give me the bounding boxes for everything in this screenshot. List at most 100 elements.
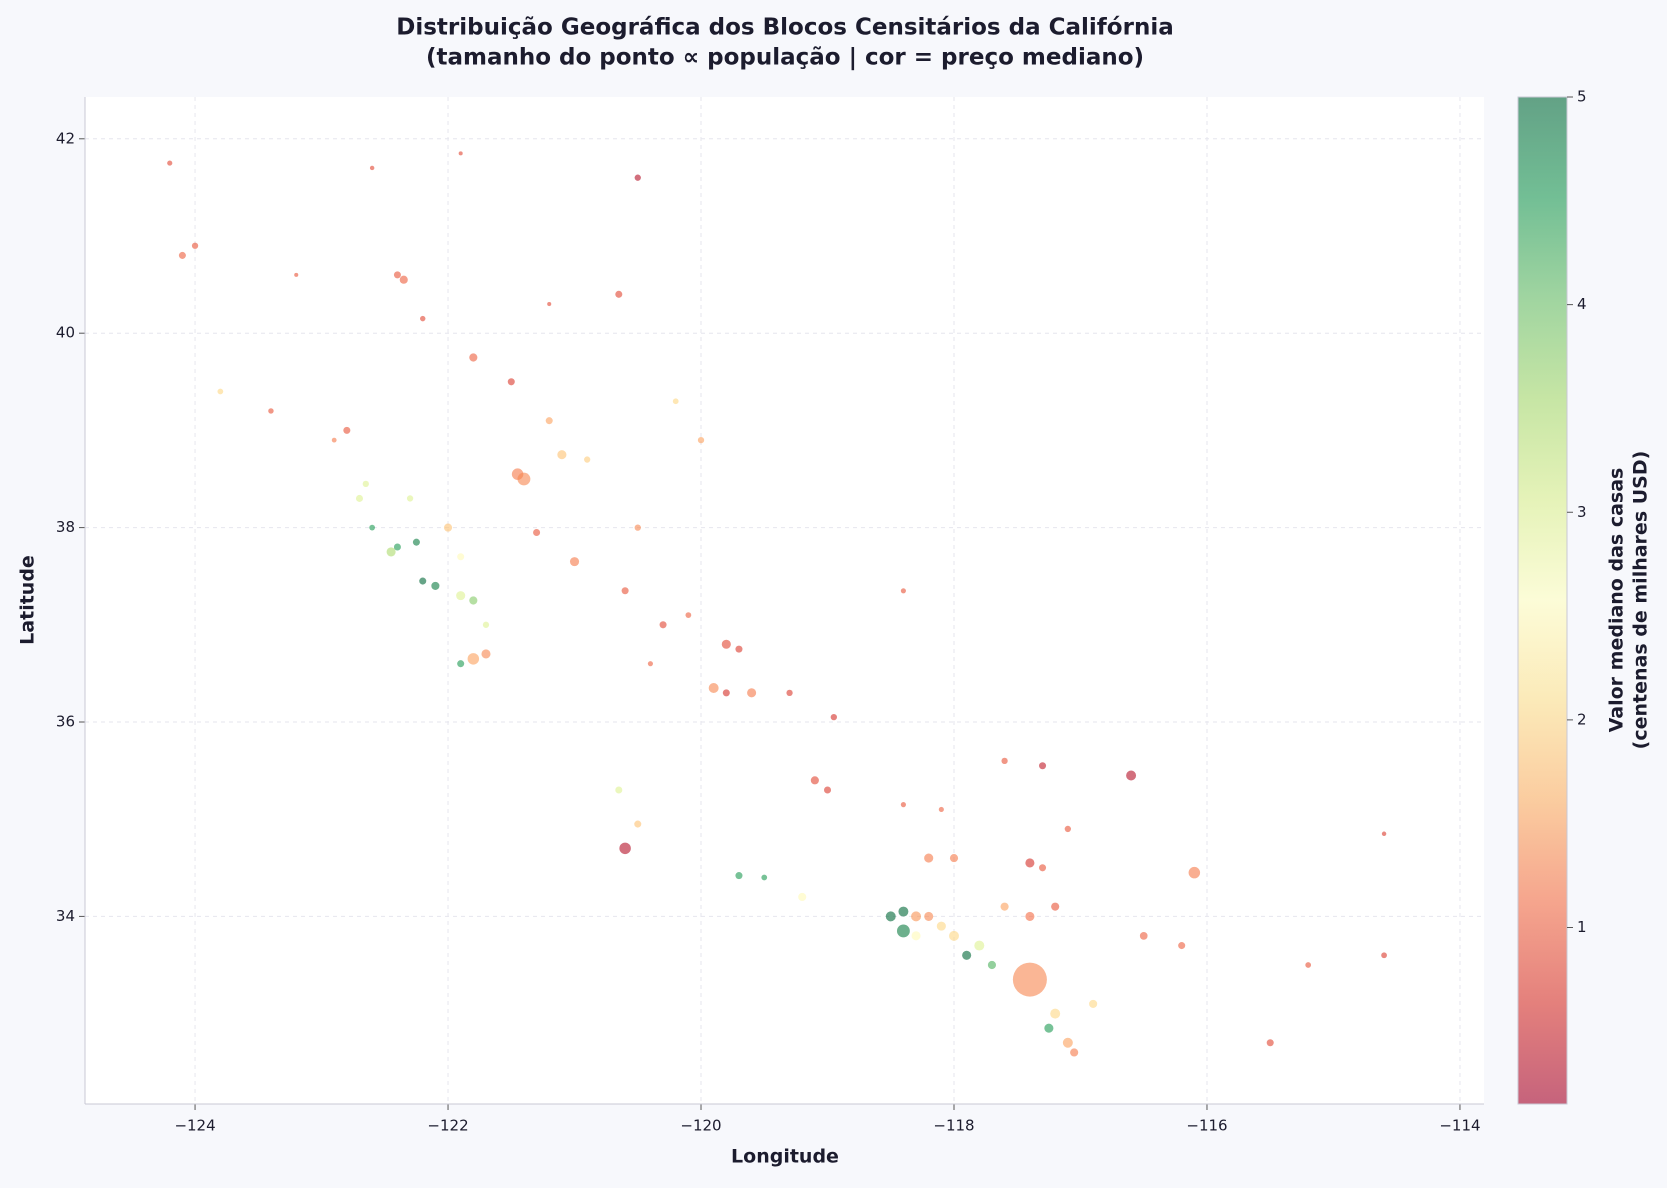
point — [268, 408, 274, 414]
colorbar-tick-label: 2 — [1577, 710, 1587, 728]
point — [217, 388, 224, 395]
point — [747, 688, 757, 698]
point — [1062, 1037, 1073, 1048]
point — [798, 892, 807, 902]
point — [1305, 962, 1312, 968]
point — [1051, 902, 1060, 911]
x-tick-label: −114 — [1439, 1117, 1480, 1135]
chart-title: Distribuição Geográfica dos Blocos Censi… — [396, 15, 1173, 41]
point — [924, 853, 934, 863]
y-axis-label: Latitude — [17, 555, 39, 645]
point — [1025, 911, 1035, 921]
point — [1039, 762, 1047, 770]
point — [584, 456, 591, 463]
point — [647, 661, 653, 667]
point — [911, 931, 921, 941]
point — [830, 713, 837, 721]
x-axis-label: Longitude — [731, 1146, 839, 1168]
point — [1000, 902, 1009, 911]
point — [1070, 1048, 1079, 1057]
point — [987, 960, 997, 970]
point — [1039, 864, 1047, 872]
x-tick-label: −116 — [1186, 1117, 1227, 1135]
point — [355, 494, 364, 502]
point — [331, 437, 337, 443]
point — [482, 621, 490, 628]
point — [431, 581, 440, 590]
point — [1126, 770, 1137, 781]
plot-area — [85, 97, 1484, 1104]
point — [362, 480, 369, 488]
point — [547, 302, 552, 307]
point — [369, 524, 376, 531]
point — [1381, 952, 1387, 959]
point — [420, 315, 426, 322]
point — [1266, 1039, 1274, 1047]
point — [294, 272, 299, 277]
point — [456, 591, 466, 601]
y-tick-label: 38 — [56, 518, 75, 536]
point — [962, 950, 972, 960]
point — [419, 577, 427, 585]
point — [399, 275, 408, 284]
point — [457, 553, 465, 561]
point — [369, 165, 375, 171]
point — [1064, 825, 1071, 833]
point — [621, 587, 629, 595]
point — [708, 683, 719, 693]
point — [1001, 757, 1008, 765]
point — [517, 472, 531, 486]
point — [469, 353, 478, 362]
point — [1089, 999, 1098, 1008]
point — [634, 524, 641, 531]
point — [924, 911, 934, 921]
x-tick-label: −118 — [933, 1117, 974, 1135]
point — [557, 450, 567, 460]
chart-subtitle: (tamanho do ponto ∝ população | cor = pr… — [426, 45, 1144, 71]
point — [569, 557, 580, 567]
point — [697, 436, 705, 444]
colorbar-label: (centenas de milhares USD) — [1630, 451, 1652, 750]
colorbar-label: Valor mediano das casas — [1606, 468, 1628, 733]
point — [896, 924, 910, 938]
point — [343, 426, 351, 434]
point — [469, 596, 478, 605]
point — [722, 689, 730, 697]
point — [507, 378, 515, 386]
y-tick-label: 42 — [56, 129, 75, 147]
point — [458, 151, 463, 156]
y-tick-label: 40 — [56, 324, 75, 342]
point — [900, 802, 906, 808]
point — [615, 290, 623, 298]
y-tick-label: 34 — [56, 907, 75, 925]
point — [823, 786, 832, 794]
point — [900, 588, 906, 594]
point — [936, 921, 946, 931]
point — [1050, 1008, 1061, 1019]
point — [533, 528, 541, 536]
point — [721, 639, 731, 649]
point — [735, 872, 743, 880]
point — [735, 645, 743, 653]
point — [457, 660, 465, 668]
point — [974, 940, 985, 951]
point — [481, 649, 491, 659]
point — [949, 854, 959, 863]
point — [1178, 942, 1186, 950]
point — [467, 653, 480, 665]
point — [615, 786, 623, 794]
point — [1381, 831, 1387, 837]
colorbar-tick-label: 1 — [1577, 918, 1587, 936]
point — [685, 612, 692, 618]
point — [545, 417, 553, 425]
colorbar-tick-label: 5 — [1577, 88, 1587, 106]
point — [412, 538, 420, 546]
point — [911, 911, 922, 922]
point — [619, 842, 631, 855]
point — [443, 523, 453, 532]
colorbar-tick-label: 3 — [1577, 503, 1587, 521]
point — [167, 160, 173, 166]
x-tick-label: −122 — [427, 1117, 468, 1135]
y-tick-label: 36 — [56, 713, 75, 731]
